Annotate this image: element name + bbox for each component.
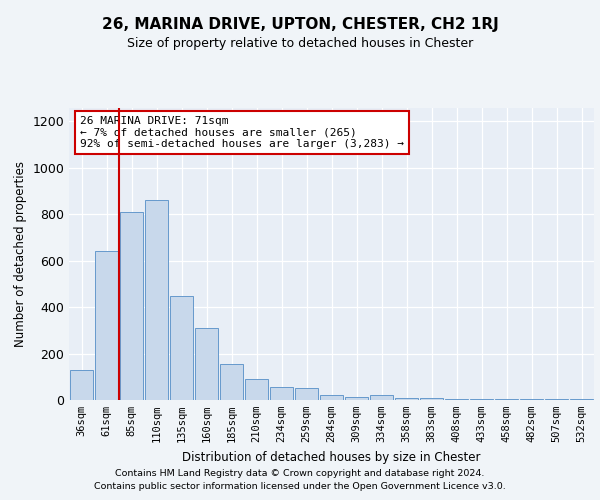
Bar	[145, 200, 169, 400]
Bar	[119, 212, 143, 400]
Bar	[269, 387, 293, 400]
Bar	[370, 396, 394, 400]
Text: Contains HM Land Registry data © Crown copyright and database right 2024.: Contains HM Land Registry data © Crown c…	[115, 468, 485, 477]
Text: Size of property relative to detached houses in Chester: Size of property relative to detached ho…	[127, 38, 473, 51]
Text: 26, MARINA DRIVE, UPTON, CHESTER, CH2 1RJ: 26, MARINA DRIVE, UPTON, CHESTER, CH2 1R…	[101, 18, 499, 32]
Bar	[194, 328, 218, 400]
Bar	[419, 398, 443, 400]
Text: 26 MARINA DRIVE: 71sqm
← 7% of detached houses are smaller (265)
92% of semi-det: 26 MARINA DRIVE: 71sqm ← 7% of detached …	[79, 116, 404, 150]
Bar	[445, 399, 469, 400]
Bar	[344, 397, 368, 400]
Bar	[70, 370, 94, 400]
Y-axis label: Number of detached properties: Number of detached properties	[14, 161, 27, 347]
Bar	[220, 364, 244, 400]
Bar	[320, 396, 343, 400]
Bar	[245, 379, 268, 400]
Bar	[95, 252, 118, 400]
Bar	[395, 398, 418, 400]
Bar	[295, 388, 319, 400]
X-axis label: Distribution of detached houses by size in Chester: Distribution of detached houses by size …	[182, 450, 481, 464]
Text: Contains public sector information licensed under the Open Government Licence v3: Contains public sector information licen…	[94, 482, 506, 491]
Bar	[170, 296, 193, 400]
